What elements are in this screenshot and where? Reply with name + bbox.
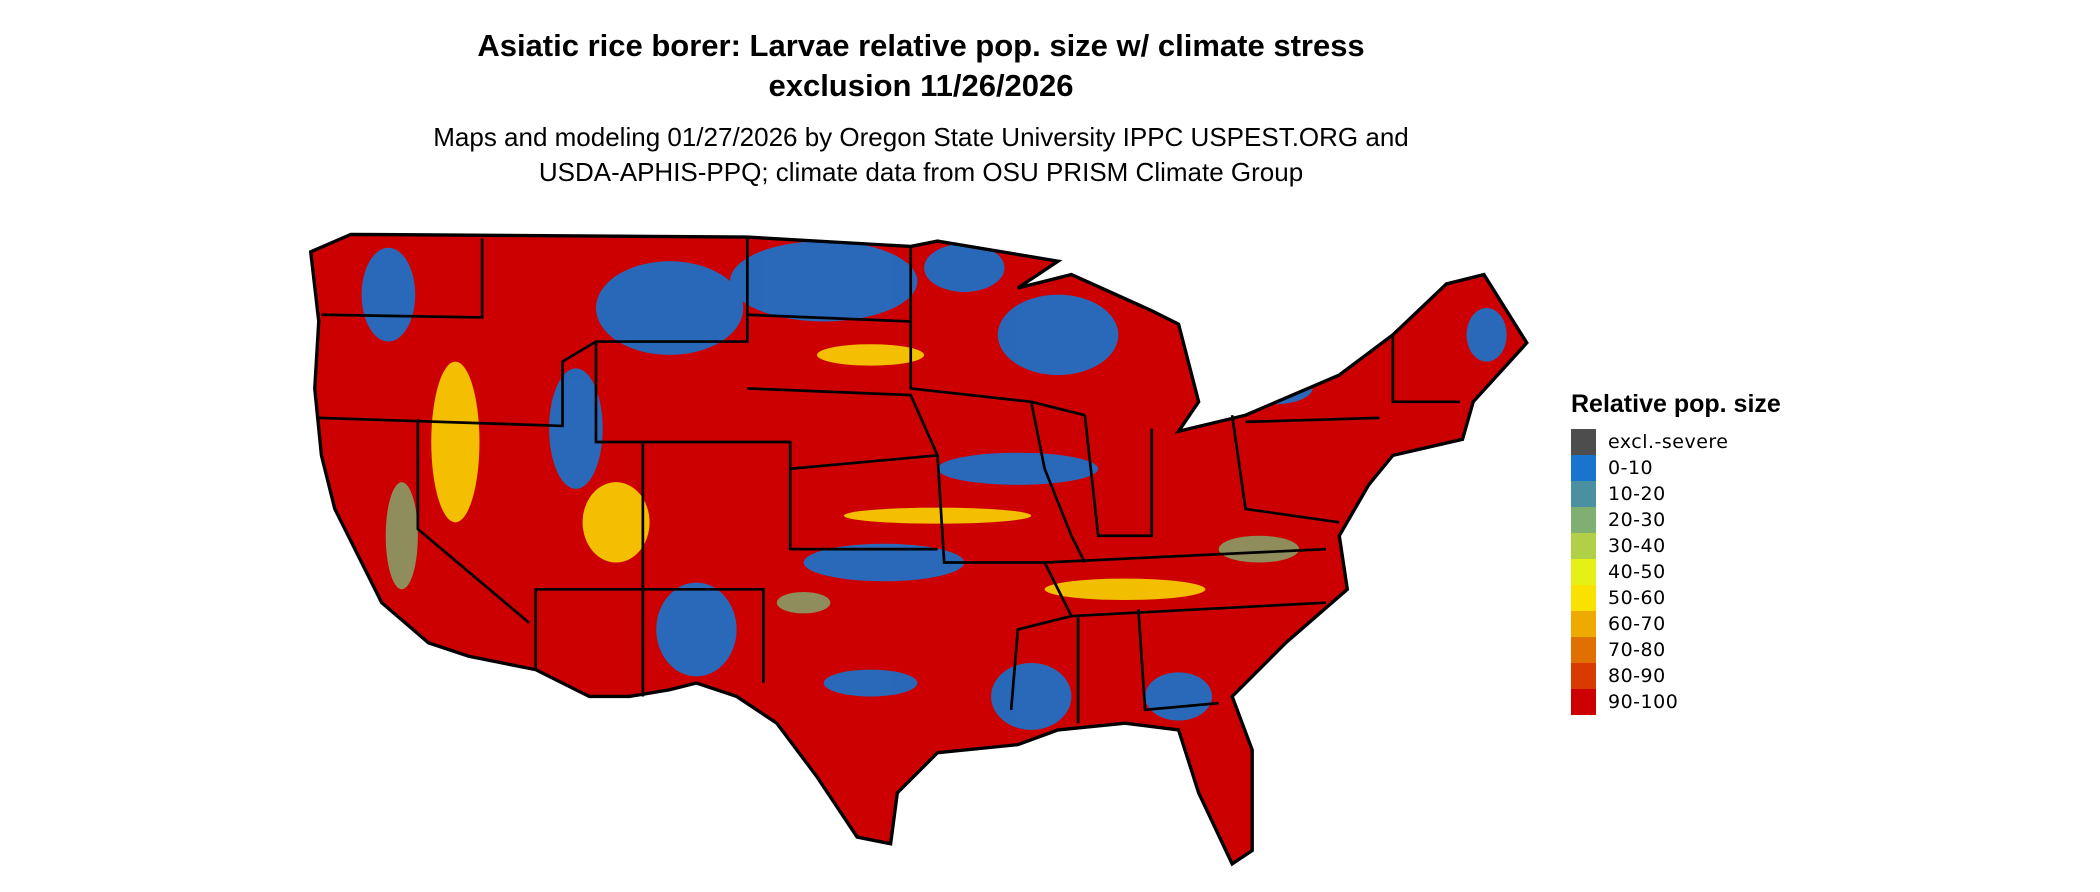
state-boundaries (318, 237, 1460, 724)
legend-label: 80-90 (1608, 665, 1666, 687)
legend-swatch (1571, 533, 1596, 559)
legend: Relative pop. size excl.-severe 0-10 10-20… (1571, 390, 1781, 715)
legend-item: 70-80 (1571, 637, 1781, 663)
legend-swatch (1571, 507, 1596, 533)
legend-item: 30-40 (1571, 533, 1781, 559)
legend-swatch (1571, 637, 1596, 663)
subtitle-line-1: Maps and modeling 01/27/2026 by Oregon S… (433, 122, 1409, 152)
legend-item: 20-30 (1571, 507, 1781, 533)
legend-swatch (1571, 429, 1596, 455)
legend-item: 80-90 (1571, 663, 1781, 689)
legend-swatch (1571, 663, 1596, 689)
legend-swatch (1571, 689, 1596, 715)
legend-title: Relative pop. size (1571, 390, 1781, 418)
subtitle-line-2: USDA-APHIS-PPQ; climate data from OSU PR… (538, 157, 1304, 187)
legend-item: 50-60 (1571, 585, 1781, 611)
legend-label: 50-60 (1608, 587, 1666, 609)
title-line-1: Asiatic rice borer: Larvae relative pop.… (477, 28, 1365, 63)
legend-item: 60-70 (1571, 611, 1781, 637)
legend-swatch (1571, 481, 1596, 507)
map-subtitle: Maps and modeling 01/27/2026 by Oregon S… (321, 120, 1521, 190)
legend-label: 20-30 (1608, 509, 1666, 531)
legend-label: 30-40 (1608, 535, 1666, 557)
legend-label: 70-80 (1608, 639, 1666, 661)
legend-item: excl.-severe (1571, 429, 1781, 455)
legend-swatch (1571, 585, 1596, 611)
legend-swatch (1571, 455, 1596, 481)
map-title: Asiatic rice borer: Larvae relative pop.… (321, 26, 1521, 106)
legend-label: 0-10 (1608, 457, 1654, 479)
legend-label: 10-20 (1608, 483, 1666, 505)
legend-item: 10-20 (1571, 481, 1781, 507)
legend-label: 90-100 (1608, 691, 1679, 713)
legend-item: 40-50 (1571, 559, 1781, 585)
legend-item: 90-100 (1571, 689, 1781, 715)
legend-label: excl.-severe (1608, 431, 1729, 453)
title-line-2: exclusion 11/26/2026 (768, 68, 1074, 103)
legend-label: 60-70 (1608, 613, 1666, 635)
legend-label: 40-50 (1608, 561, 1666, 583)
legend-swatch (1571, 611, 1596, 637)
legend-item: 0-10 (1571, 455, 1781, 481)
legend-swatch (1571, 559, 1596, 585)
